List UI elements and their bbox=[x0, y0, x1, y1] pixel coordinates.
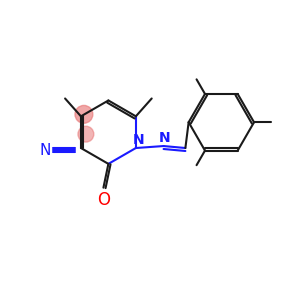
Text: O: O bbox=[97, 190, 110, 208]
Circle shape bbox=[75, 105, 93, 123]
Text: N: N bbox=[159, 131, 170, 145]
Circle shape bbox=[78, 126, 94, 142]
Text: N: N bbox=[133, 133, 145, 147]
Text: N: N bbox=[40, 142, 51, 158]
